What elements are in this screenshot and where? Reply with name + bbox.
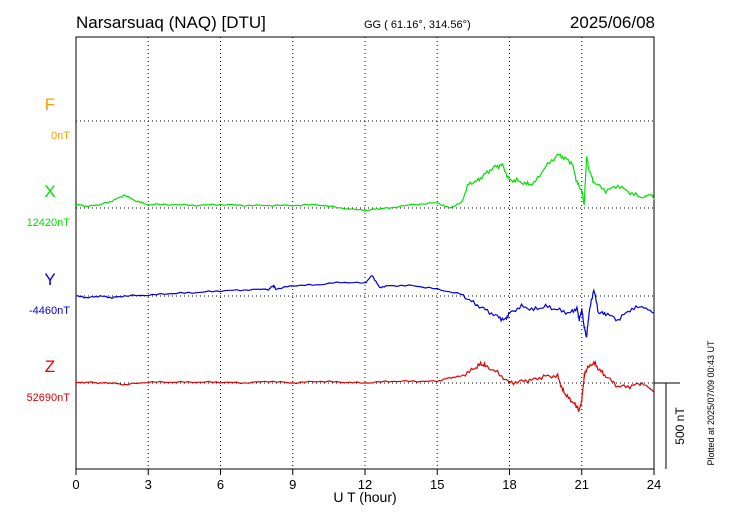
channel-name: X bbox=[44, 182, 55, 201]
x-tick-label: 15 bbox=[430, 477, 444, 492]
x-tick-label: 12 bbox=[358, 477, 372, 492]
date-label: 2025/06/08 bbox=[570, 13, 655, 32]
channel-baseline-label: -4460nT bbox=[29, 305, 70, 317]
grid bbox=[76, 37, 654, 469]
series-line-y bbox=[75, 275, 655, 338]
x-tick-label: 6 bbox=[217, 477, 224, 492]
x-tick-label: 9 bbox=[289, 477, 296, 492]
coords-label: GG ( 61.16°, 314.56°) bbox=[364, 19, 471, 31]
scale-bar-label: 500 nT bbox=[673, 407, 687, 445]
series-line-x bbox=[75, 153, 655, 212]
x-axis-label: U T (hour) bbox=[333, 489, 396, 505]
channels: F 0nT X 12420nT Y -4460nT Z 52690nT bbox=[27, 95, 655, 412]
x-tick-label: 21 bbox=[575, 477, 589, 492]
scale-bar: 500 nT bbox=[654, 382, 687, 469]
channel-name: F bbox=[45, 95, 55, 114]
channel-f: F 0nT bbox=[45, 95, 70, 142]
station-title: Narsarsuaq (NAQ) [DTU] bbox=[76, 13, 266, 32]
x-axis: 0 3 6 9 12 15 18 21 24 bbox=[72, 469, 661, 492]
plotted-timestamp: Plotted at 2025/07/09 00:43 UT bbox=[706, 340, 716, 466]
x-tick-label: 3 bbox=[145, 477, 152, 492]
x-tick-label: 24 bbox=[647, 477, 661, 492]
x-tick-label: 0 bbox=[72, 477, 79, 492]
channel-z: Z 52690nT bbox=[27, 357, 655, 412]
channel-baseline-label: 0nT bbox=[51, 130, 70, 142]
channel-y: Y -4460nT bbox=[29, 270, 655, 338]
channel-name: Z bbox=[45, 357, 55, 376]
x-tick-label: 18 bbox=[502, 477, 516, 492]
channel-name: Y bbox=[44, 270, 55, 289]
channel-x: X 12420nT bbox=[27, 153, 655, 229]
series-line-z bbox=[75, 359, 655, 412]
channel-baseline-label: 52690nT bbox=[27, 392, 71, 404]
channel-baseline-label: 12420nT bbox=[27, 217, 71, 229]
